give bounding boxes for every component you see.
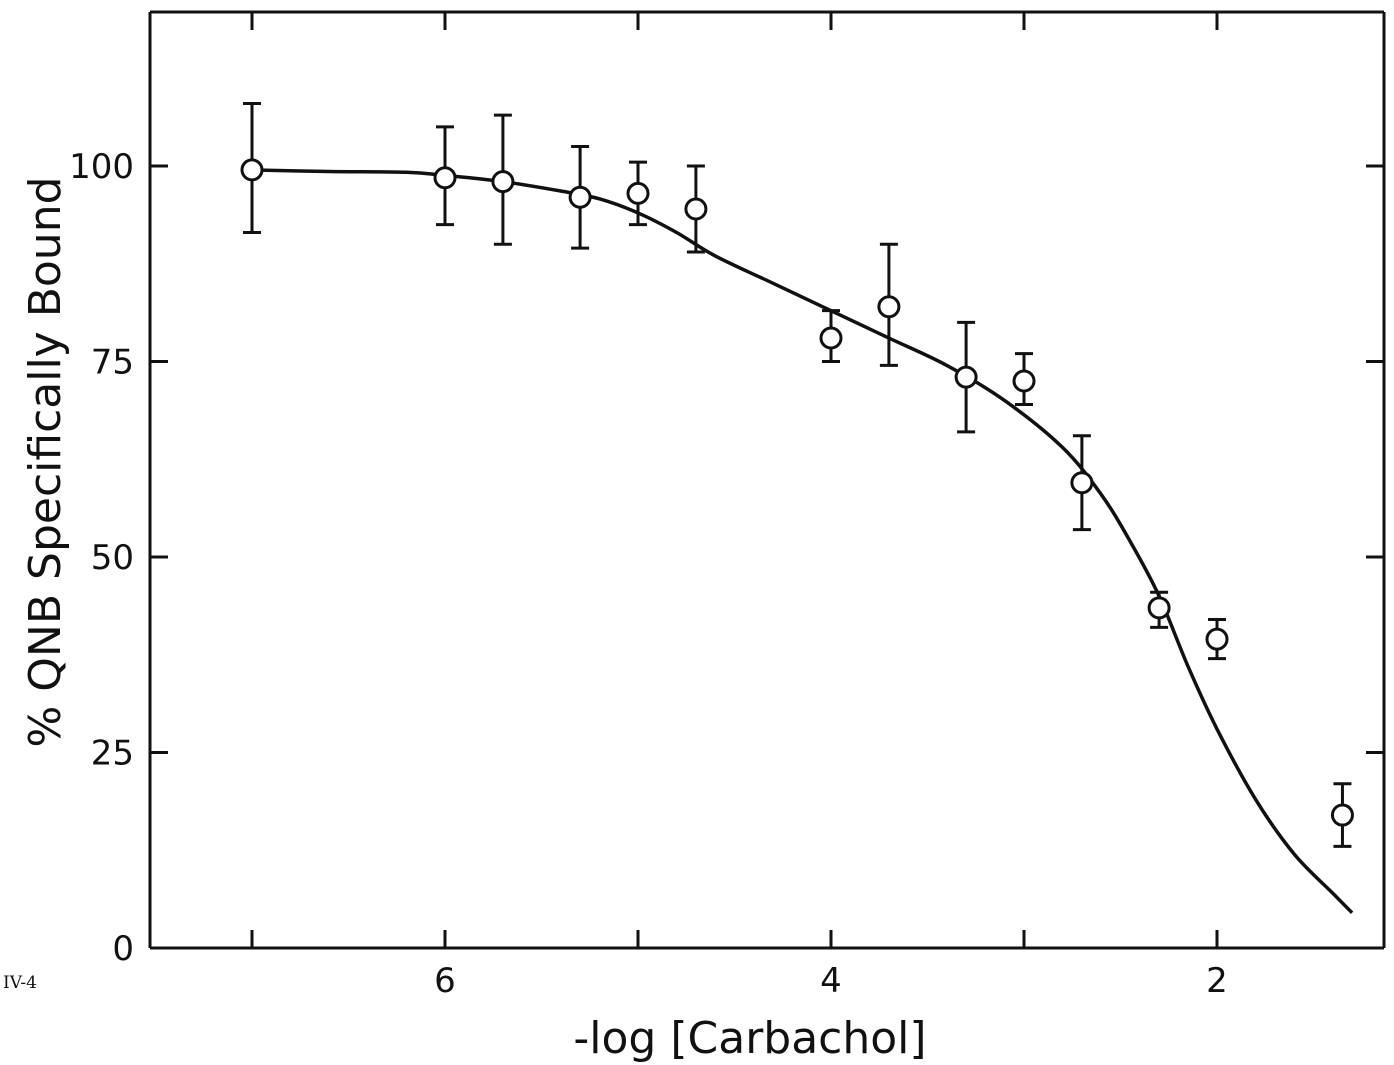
x-tick-label-5: 2	[1206, 961, 1228, 1001]
y-tick-label-1: 25	[91, 734, 134, 774]
data-point-11	[1147, 596, 1171, 620]
figure-label: IV-4	[3, 973, 37, 993]
data-point-1	[433, 166, 457, 190]
data-point-3	[568, 185, 592, 209]
plot-frame	[148, 10, 1386, 950]
x-tick-label-3: 4	[820, 961, 842, 1001]
data-point-8	[954, 365, 978, 389]
data-point-10	[1070, 471, 1094, 495]
data-point-13	[1330, 803, 1354, 827]
data-point-4	[626, 181, 650, 205]
y-axis-label: % QNB Specifically Bound	[20, 176, 71, 747]
data-point-0	[240, 158, 264, 182]
tick-labels: 6 4 2 0 25 50 75 100	[69, 147, 1228, 1001]
y-tick-label-3: 75	[91, 343, 134, 383]
y-tick-label-0: 0	[112, 929, 134, 969]
axis-ticks	[150, 12, 1384, 950]
x-tick-label-1: 6	[434, 961, 456, 1001]
data-point-5	[684, 197, 708, 221]
y-tick-label-4: 100	[69, 147, 134, 187]
data-points-layer	[240, 101, 1354, 848]
x-axis-label: -log [Carbachol]	[573, 1013, 926, 1064]
data-point-7	[877, 295, 901, 319]
data-point-12	[1205, 627, 1229, 651]
y-tick-label-2: 50	[91, 538, 134, 578]
data-point-6	[819, 326, 843, 350]
data-point-2	[491, 170, 515, 194]
data-point-9	[1012, 369, 1036, 393]
